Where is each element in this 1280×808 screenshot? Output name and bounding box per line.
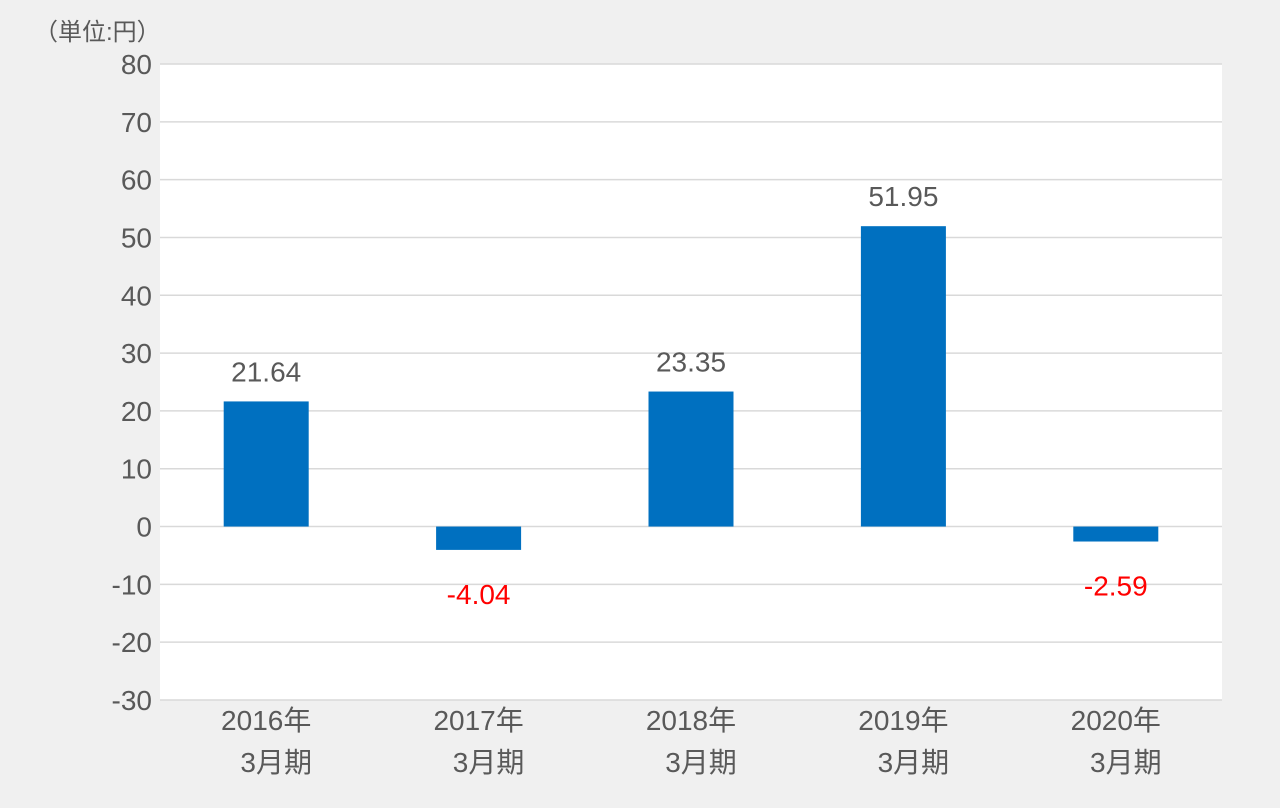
data-label: 21.64 (231, 356, 301, 387)
x-tick-label: 2018年 (646, 705, 736, 736)
x-tick-label: 2019年 (858, 705, 948, 736)
data-label: -2.59 (1084, 571, 1148, 602)
x-tick-label: 3月期 (240, 747, 312, 778)
data-label: -4.04 (447, 579, 511, 610)
x-tick-label: 3月期 (665, 747, 737, 778)
y-tick-label: 70 (121, 107, 152, 138)
y-tick-label: 10 (121, 454, 152, 485)
bar (436, 526, 522, 550)
y-tick-label: 40 (121, 280, 152, 311)
bar (223, 401, 309, 527)
bar (1073, 526, 1159, 542)
bar (860, 226, 946, 527)
x-tick-label: 2017年 (433, 705, 523, 736)
y-tick-label: -30 (112, 685, 152, 716)
y-tick-label: 30 (121, 338, 152, 369)
x-tick-label: 2020年 (1071, 705, 1161, 736)
bar (648, 391, 734, 527)
y-tick-label: 20 (121, 396, 152, 427)
y-tick-label: 0 (136, 512, 152, 543)
x-tick-label: 3月期 (1090, 747, 1162, 778)
data-label: 51.95 (868, 181, 938, 212)
unit-label: （単位:円） (34, 19, 161, 46)
y-tick-label: -20 (112, 627, 152, 658)
y-tick-label: -10 (112, 569, 152, 600)
x-tick-label: 2016年 (221, 705, 311, 736)
y-tick-label: 80 (121, 49, 152, 80)
y-tick-label: 60 (121, 165, 152, 196)
x-tick-label: 3月期 (453, 747, 525, 778)
x-tick-label: 3月期 (878, 747, 950, 778)
data-label: 23.35 (656, 347, 726, 378)
plot-area (160, 64, 1222, 700)
y-tick-label: 50 (121, 222, 152, 253)
